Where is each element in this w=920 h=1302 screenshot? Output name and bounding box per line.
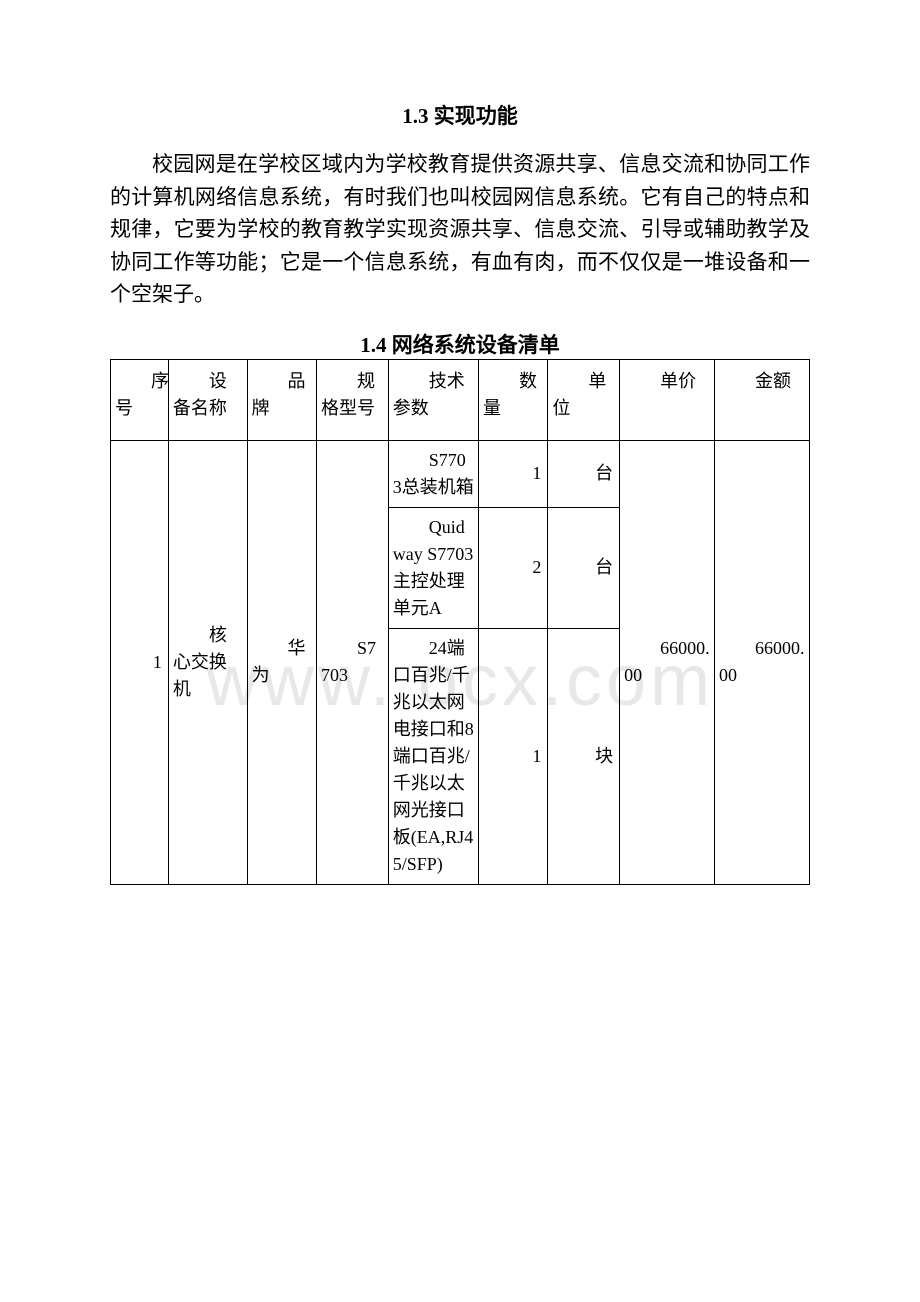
cell-no: 1	[111, 440, 169, 884]
cell-price: 66000.00	[620, 440, 715, 884]
cell-unit: 台	[548, 440, 620, 507]
cell-param: 24端口百兆/千兆以太网电接口和8端口百兆/千兆以太网光接口板(EA,RJ45/…	[388, 628, 478, 884]
cell-qty: 1	[478, 440, 547, 507]
table-row: 1 核心交换机 华为 S7703 S7703总装机箱 1 台 66000.00 …	[111, 440, 810, 507]
section-1-paragraph: 校园网是在学校区域内为学校教育提供资源共享、信息交流和协同工作的计算机网络信息系…	[110, 148, 810, 311]
cell-amount: 66000.00	[715, 440, 810, 884]
table-header-row: 序号 设备名称 品牌 规格型号 技术参数 数量 单位 单价 金额	[111, 359, 810, 440]
cell-param: Quidway S7703主控处理单元A	[388, 507, 478, 628]
col-header-model: 规格型号	[316, 359, 388, 440]
equipment-table: 序号 设备名称 品牌 规格型号 技术参数 数量 单位 单价 金额 1 核心交换机…	[110, 359, 810, 885]
col-header-brand: 品牌	[247, 359, 316, 440]
cell-unit: 块	[548, 628, 620, 884]
col-header-qty: 数量	[478, 359, 547, 440]
cell-qty: 1	[478, 628, 547, 884]
section-2-heading: 1.4 网络系统设备清单	[110, 329, 810, 359]
cell-model: S7703	[316, 440, 388, 884]
section-1-heading: 1.3 实现功能	[110, 100, 810, 130]
cell-brand: 华为	[247, 440, 316, 884]
cell-device-name: 核心交换机	[168, 440, 247, 884]
cell-unit: 台	[548, 507, 620, 628]
col-header-unit: 单位	[548, 359, 620, 440]
col-header-price: 单价	[620, 359, 715, 440]
col-header-param: 技术参数	[388, 359, 478, 440]
col-header-no: 序号	[111, 359, 169, 440]
cell-qty: 2	[478, 507, 547, 628]
col-header-amount: 金额	[715, 359, 810, 440]
col-header-name: 设备名称	[168, 359, 247, 440]
cell-param: S7703总装机箱	[388, 440, 478, 507]
